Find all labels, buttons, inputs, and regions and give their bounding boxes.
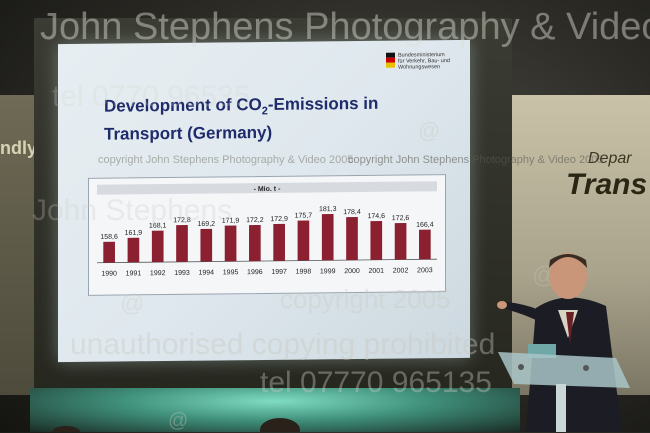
watermark-at-icon: @ bbox=[418, 118, 441, 143]
chart-value-label: 158,6 bbox=[100, 234, 118, 241]
chart-x-tick-label: 1995 bbox=[223, 269, 239, 276]
emissions-chart: - Mio. t - 158,6 1990 161,9 1991 168,1 1992 172… bbox=[88, 174, 446, 296]
chart-value-label: 178,4 bbox=[343, 209, 361, 216]
chart-value-label: 161,9 bbox=[125, 230, 143, 237]
chart-x-tick-label: 1992 bbox=[150, 270, 166, 277]
watermark-copyright-small-a: copyright John Stephens Photography & Vi… bbox=[98, 154, 354, 166]
podium bbox=[498, 344, 630, 432]
chart-value-label: 172,2 bbox=[246, 217, 264, 224]
chart-value-label: 181,3 bbox=[319, 206, 337, 213]
chart-value-label: 175,7 bbox=[295, 213, 313, 220]
chart-header-band bbox=[97, 181, 437, 195]
wall-banner-left-text: ndly bbox=[0, 138, 38, 158]
ministry-logo-text: Bundesministerium für Verkehr, Bau- und … bbox=[398, 52, 450, 71]
chart-bar bbox=[176, 225, 188, 262]
chart-x-tick-label: 2002 bbox=[393, 267, 409, 274]
watermark-side: John Stephens bbox=[32, 194, 233, 227]
watermark-phone-top: tel 0770 96535 bbox=[52, 80, 251, 113]
watermark-phone-bottom: tel 07770 965135 bbox=[260, 366, 492, 399]
chart-title: - Mio. t - bbox=[254, 186, 281, 193]
chart-bar bbox=[224, 225, 237, 262]
chart-x-tick-label: 1991 bbox=[126, 270, 142, 277]
wall-banner-right-text: Depar bbox=[588, 150, 632, 167]
wall-banner-right-title: Trans bbox=[566, 168, 648, 201]
chart-x-tick-label: 1998 bbox=[296, 269, 312, 276]
slide-title-line2: Transport (Germany) bbox=[104, 123, 273, 145]
chart-value-label: 174,6 bbox=[368, 213, 386, 220]
chart-value-label: 169,2 bbox=[198, 221, 216, 228]
chart-value-label: 171,9 bbox=[222, 218, 240, 225]
slide-title-part2: -Emissions in bbox=[267, 93, 379, 114]
chart-x-tick-label: 1996 bbox=[247, 269, 263, 276]
watermark-at-icon: @ bbox=[168, 410, 189, 432]
chart-x-tick-label: 2001 bbox=[368, 268, 384, 275]
german-flag-icon bbox=[386, 52, 395, 69]
chart-bar bbox=[297, 220, 310, 261]
chart-bar bbox=[370, 221, 383, 260]
chart-value-label: 172,9 bbox=[270, 216, 288, 223]
chart-bar bbox=[419, 229, 431, 260]
chart-x-tick-label: 2000 bbox=[344, 268, 360, 275]
chart-bar bbox=[127, 237, 140, 263]
chart-value-label: 166,4 bbox=[416, 222, 434, 229]
projected-slide: Bundesministerium für Verkehr, Bau- und … bbox=[58, 39, 470, 363]
chart-x-tick-label: 1999 bbox=[320, 268, 336, 275]
chart-bar bbox=[103, 241, 115, 263]
chart-bar bbox=[321, 214, 334, 261]
watermark-copyright-small-b: copyright John Stephens Photography & Vi… bbox=[348, 154, 604, 166]
chart-x-tick-label: 1997 bbox=[271, 269, 287, 276]
chart-bar bbox=[273, 223, 285, 261]
chart-value-label: 168,1 bbox=[149, 223, 167, 230]
chart-value-label: 172,6 bbox=[392, 215, 410, 222]
audience-heads bbox=[52, 418, 300, 432]
chart-x-tick-label: 1990 bbox=[101, 271, 117, 278]
emissions-bar-chart: - Mio. t - 158,6 1990 161,9 1991 168,1 1992 172… bbox=[97, 181, 437, 278]
chart-x-tick-label: 2003 bbox=[417, 267, 433, 274]
chart-bar bbox=[200, 228, 213, 262]
watermark-at-icon: @ bbox=[120, 290, 145, 317]
watermark-top: John Stephens Photography & Video bbox=[40, 6, 650, 48]
watermark-unauthorised: unauthorised copying prohibited bbox=[70, 328, 496, 361]
ministry-logo: Bundesministerium für Verkehr, Bau- und … bbox=[386, 52, 466, 79]
chart-bar bbox=[346, 217, 358, 261]
chart-baseline bbox=[97, 258, 437, 264]
chart-bar bbox=[394, 222, 407, 260]
chart-value-label: 172,8 bbox=[173, 217, 191, 224]
chart-bar bbox=[249, 224, 261, 262]
watermark-copyright-big: copyright 2005 bbox=[280, 284, 451, 314]
chart-bar bbox=[151, 230, 164, 263]
chart-x-tick-label: 1993 bbox=[174, 270, 190, 277]
chart-x-tick-label: 1994 bbox=[198, 270, 214, 277]
